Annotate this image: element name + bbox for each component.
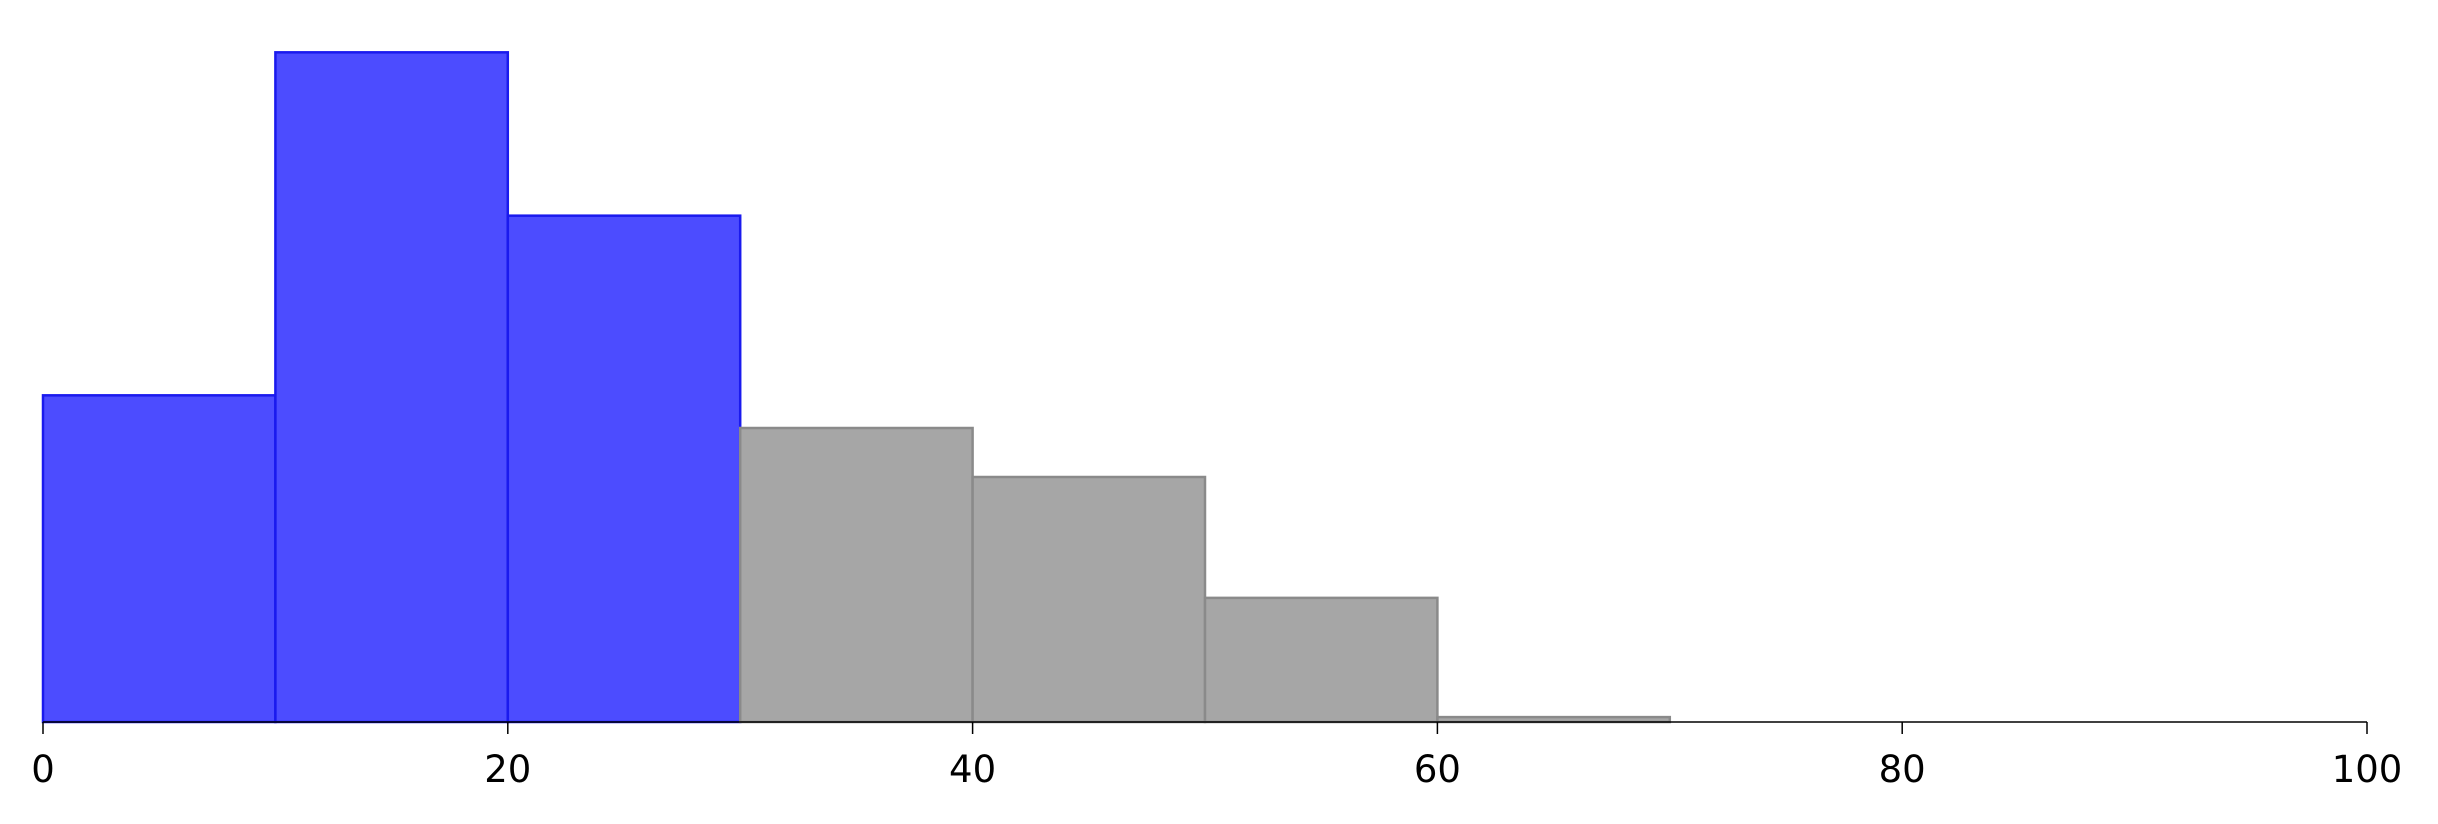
histogram-bar-series-0-bin-1 [274, 51, 510, 724]
x-tick-label-5: 100 [2332, 748, 2403, 791]
histogram-bar-series-0-bin-2 [506, 214, 742, 724]
histogram-bar-series-1-bin-0 [738, 426, 974, 724]
x-tick-label-3: 60 [1414, 748, 1461, 791]
x-axis-ticks: 0 20 40 60 80 100 [31, 722, 2402, 791]
x-tick-label-2: 40 [949, 748, 996, 791]
histogram-bar-series-1-bin-2 [1203, 596, 1439, 724]
histogram-bar-series-1-bin-1 [971, 475, 1207, 724]
x-tick-label-4: 80 [1879, 748, 1926, 791]
bars-layer [41, 51, 1672, 724]
x-tick-label-1: 20 [484, 748, 531, 791]
histogram-bar-series-0-bin-0 [41, 394, 277, 724]
x-tick-label-0: 0 [31, 748, 55, 791]
